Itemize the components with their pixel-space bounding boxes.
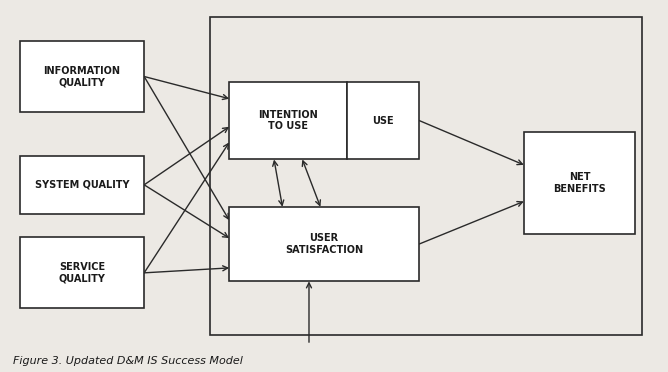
FancyBboxPatch shape [20,156,144,214]
FancyBboxPatch shape [20,237,144,308]
Text: SERVICE
QUALITY: SERVICE QUALITY [59,262,106,283]
Text: INTENTION
TO USE: INTENTION TO USE [259,110,318,131]
FancyBboxPatch shape [20,41,144,112]
Text: SYSTEM QUALITY: SYSTEM QUALITY [35,180,129,190]
Text: USE: USE [372,116,394,125]
FancyBboxPatch shape [229,81,347,160]
Text: INFORMATION
QUALITY: INFORMATION QUALITY [43,66,120,87]
Text: USER
SATISFACTION: USER SATISFACTION [285,233,363,255]
FancyBboxPatch shape [229,207,419,281]
Text: Figure 3. Updated D&M IS Success Model: Figure 3. Updated D&M IS Success Model [13,356,243,366]
Text: NET
BENEFITS: NET BENEFITS [553,172,606,194]
FancyBboxPatch shape [524,132,635,234]
FancyBboxPatch shape [347,81,419,160]
